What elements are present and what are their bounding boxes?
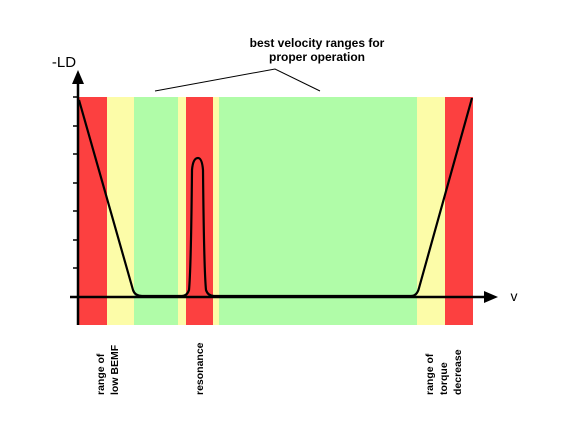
zone-yellow-post-resonance [213,97,219,325]
y-axis: -LD [52,54,84,325]
label-torque-decrease-line3: decrease [452,349,464,395]
x-axis-label: v [511,288,518,304]
y-axis-ticks [73,96,78,269]
header-title-line2: proper operation [269,50,365,64]
header-pointer-lines [154,68,321,92]
label-torque-decrease-line1: range of [424,353,436,395]
label-resonance: resonance [194,342,206,395]
label-torque-decrease-line2: torque [438,362,450,395]
header-title-line1: best velocity ranges for [250,36,385,50]
zone-red-high [445,97,473,325]
y-axis-arrowhead [72,70,84,84]
y-axis-label: -LD [52,54,76,71]
zone-yellow-pre-resonance [178,97,186,325]
zone-red-low [78,97,107,325]
zone-green-main [219,97,417,325]
velocity-zones [78,97,473,325]
label-low-bemf-line1: range of [95,353,107,395]
zone-green-low [134,97,178,325]
label-low-bemf-line2: low BEMF [109,344,121,395]
zone-red-resonance [186,97,213,325]
x-axis-arrowhead [484,291,498,303]
load-curve [77,97,474,298]
